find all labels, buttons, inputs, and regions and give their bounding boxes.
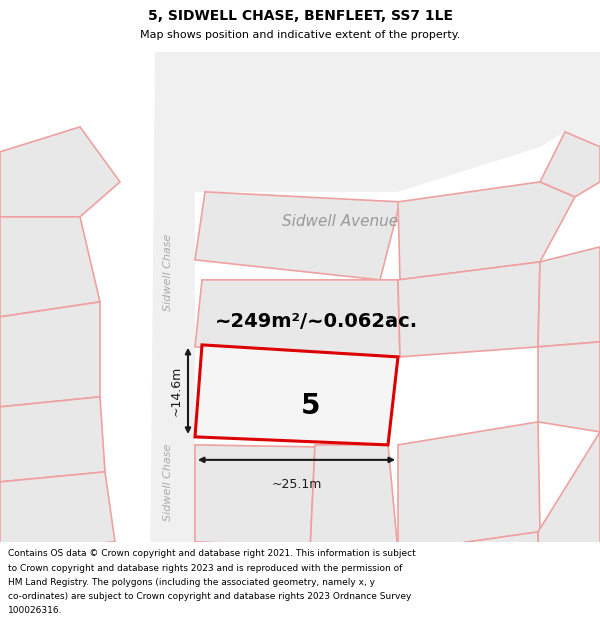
- Polygon shape: [0, 397, 105, 482]
- Polygon shape: [0, 217, 100, 317]
- Polygon shape: [398, 182, 575, 280]
- Text: ~25.1m: ~25.1m: [271, 478, 322, 491]
- Text: 100026316.: 100026316.: [8, 606, 62, 615]
- Polygon shape: [540, 132, 600, 197]
- Text: ~14.6m: ~14.6m: [170, 366, 183, 416]
- Polygon shape: [398, 262, 540, 357]
- Polygon shape: [398, 532, 540, 612]
- Text: Map shows position and indicative extent of the property.: Map shows position and indicative extent…: [140, 30, 460, 40]
- Text: Sidwell Avenue: Sidwell Avenue: [282, 214, 398, 229]
- Text: Sidwell Chase: Sidwell Chase: [163, 233, 173, 311]
- Polygon shape: [0, 127, 120, 217]
- Polygon shape: [538, 247, 600, 347]
- Text: to Crown copyright and database rights 2023 and is reproduced with the permissio: to Crown copyright and database rights 2…: [8, 564, 402, 572]
- Polygon shape: [0, 302, 100, 407]
- Text: Contains OS data © Crown copyright and database right 2021. This information is : Contains OS data © Crown copyright and d…: [8, 549, 416, 559]
- Polygon shape: [195, 445, 315, 552]
- Text: 5, SIDWELL CHASE, BENFLEET, SS7 1LE: 5, SIDWELL CHASE, BENFLEET, SS7 1LE: [148, 9, 452, 23]
- Polygon shape: [115, 52, 195, 625]
- Text: HM Land Registry. The polygons (including the associated geometry, namely x, y: HM Land Registry. The polygons (includin…: [8, 578, 375, 587]
- Polygon shape: [340, 547, 420, 612]
- Polygon shape: [310, 445, 398, 552]
- Polygon shape: [538, 432, 600, 597]
- Polygon shape: [398, 422, 540, 552]
- Polygon shape: [195, 280, 400, 357]
- Text: 5: 5: [301, 392, 320, 420]
- Text: co-ordinates) are subject to Crown copyright and database rights 2023 Ordnance S: co-ordinates) are subject to Crown copyr…: [8, 592, 411, 601]
- Polygon shape: [195, 542, 350, 602]
- Text: Sidwell Chase: Sidwell Chase: [163, 443, 173, 521]
- Polygon shape: [140, 52, 600, 192]
- Polygon shape: [0, 542, 135, 622]
- Polygon shape: [195, 345, 398, 445]
- Polygon shape: [195, 192, 400, 280]
- Text: ~249m²/~0.062ac.: ~249m²/~0.062ac.: [215, 312, 418, 331]
- Polygon shape: [0, 472, 115, 552]
- Polygon shape: [538, 342, 600, 432]
